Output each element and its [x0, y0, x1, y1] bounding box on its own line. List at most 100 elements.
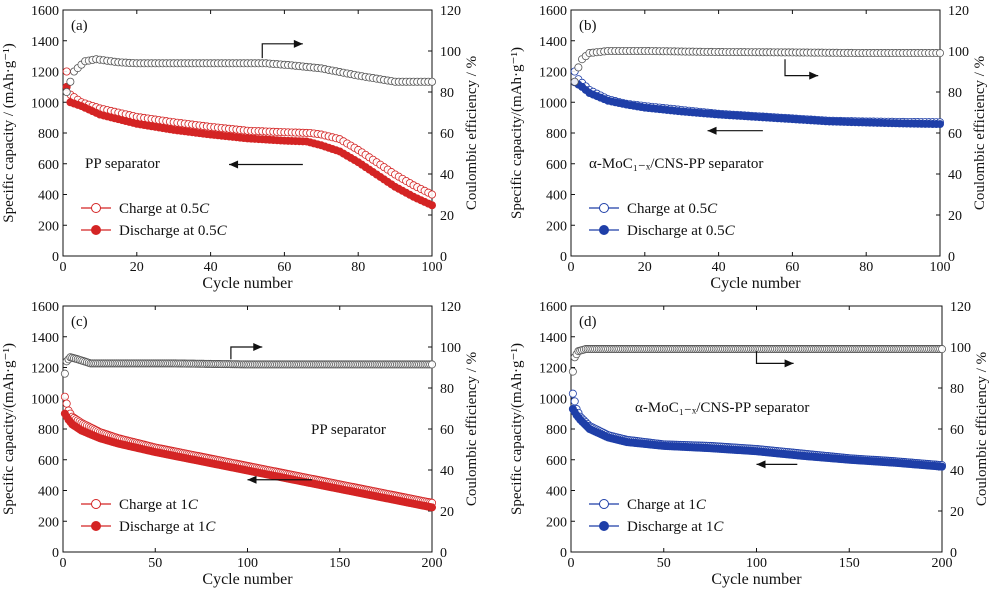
series-charge	[62, 67, 436, 199]
data-point	[427, 360, 436, 369]
x-tick-label: 0	[568, 260, 575, 275]
data-point	[936, 120, 945, 129]
x-tick-label: 200	[422, 556, 443, 571]
y2-tick-label: 120	[948, 4, 969, 19]
arrow-right	[261, 39, 303, 59]
y-tick-label: 800	[38, 423, 59, 438]
y2-tick-label: 0	[440, 546, 447, 561]
legend-marker	[599, 225, 609, 235]
x-tick-label: 0	[568, 556, 575, 571]
panel-label: (b)	[579, 18, 597, 34]
data-point	[938, 462, 947, 471]
y-tick-label: 0	[560, 250, 567, 265]
plot-frame	[570, 9, 941, 257]
x-tick-label: 60	[785, 260, 799, 275]
legend-label: Discharge at 1C	[119, 519, 216, 535]
x-tick-label: 80	[859, 260, 873, 275]
y2-tick-label: 0	[948, 250, 955, 265]
separator-annotation: α-MoC₁₋ₓ/CNS-PP separator	[589, 156, 763, 172]
legend-item-discharge: Discharge at 1C	[81, 519, 216, 535]
legend: Charge at 0.5C Discharge at 0.5C	[81, 201, 228, 239]
legend-label: Charge at 0.5C	[627, 201, 718, 217]
legend-item-discharge: Discharge at 1C	[589, 519, 724, 535]
y-tick-label: 600	[546, 454, 567, 469]
series-discharge	[570, 78, 945, 129]
series-coulombic-efficiency	[60, 353, 436, 378]
y2-tick-label: 120	[950, 300, 971, 315]
legend-marker	[91, 225, 101, 235]
y-tick-label: 0	[52, 546, 59, 561]
legend-label: Discharge at 0.5C	[627, 223, 736, 239]
y-tick-label: 400	[546, 485, 567, 500]
legend-marker	[91, 499, 101, 509]
data-point	[427, 77, 436, 86]
arrow-right	[755, 351, 794, 368]
y2-tick-label: 40	[948, 168, 962, 183]
y-tick-label: 1600	[31, 300, 59, 315]
series-discharge	[568, 405, 947, 471]
separator-annotation: PP separator	[311, 422, 386, 438]
y-tick-label: 1000	[31, 96, 59, 111]
arrow-left	[247, 475, 313, 484]
y2-axis-title: Coulombic efficiency / %	[464, 56, 480, 210]
x-tick-label: 20	[130, 260, 144, 275]
y-tick-label: 1600	[539, 4, 567, 19]
chart-panel-c: 0 50 100 150 2000200400600800100012001400160…	[1, 300, 480, 588]
chart-panel-a: 0 20 40 60 80 1000200400600800100012001400160…	[1, 4, 480, 292]
y2-tick-label: 60	[440, 423, 454, 438]
y2-axis-title: Coulombic efficiency / %	[464, 352, 480, 506]
series-coulombic-efficiency	[62, 55, 436, 97]
x-tick-label: 40	[712, 260, 726, 275]
plot-frame	[570, 305, 943, 553]
data-point	[938, 345, 947, 354]
data-point	[936, 49, 945, 58]
y-tick-label: 400	[38, 485, 59, 500]
series-coulombic-efficiency	[568, 345, 947, 376]
legend-label: Discharge at 0.5C	[119, 223, 228, 239]
y2-tick-label: 40	[440, 168, 454, 183]
x-tick-label: 200	[932, 556, 953, 571]
y2-tick-label: 60	[440, 127, 454, 142]
legend-item-discharge: Discharge at 0.5C	[589, 223, 736, 239]
y-tick-label: 1400	[31, 35, 59, 50]
y-tick-label: 600	[38, 454, 59, 469]
x-tick-label: 0	[60, 556, 67, 571]
y-tick-label: 600	[546, 158, 567, 173]
data-point	[574, 63, 583, 72]
legend-label: Charge at 1C	[119, 497, 199, 513]
x-tick-label: 40	[204, 260, 218, 275]
x-tick-label: 150	[329, 556, 350, 571]
x-tick-label: 20	[638, 260, 652, 275]
y2-tick-label: 40	[440, 464, 454, 479]
separator-annotation: PP separator	[85, 156, 160, 172]
y-tick-label: 400	[38, 189, 59, 204]
x-axis-title: Cycle number	[711, 571, 802, 588]
x-tick-label: 50	[148, 556, 162, 571]
legend-marker	[91, 521, 101, 531]
legend: Charge at 1C Discharge at 1C	[589, 497, 724, 535]
y2-tick-label: 100	[950, 341, 971, 356]
separator-annotation: α-MoC₁₋ₓ/CNS-PP separator	[635, 400, 809, 416]
series-charge	[60, 392, 436, 507]
x-tick-label: 0	[60, 260, 67, 275]
legend-item-charge: Charge at 0.5C	[81, 201, 210, 217]
y2-tick-label: 0	[950, 546, 957, 561]
chart-panel-d: 0 50 100 150 2000200400600800100012001400160…	[509, 300, 990, 588]
legend-label: Charge at 1C	[627, 497, 707, 513]
data-point	[570, 77, 579, 86]
y-tick-label: 1200	[539, 362, 567, 377]
y2-tick-label: 80	[948, 86, 962, 101]
y2-tick-label: 40	[950, 464, 964, 479]
y-tick-label: 0	[560, 546, 567, 561]
data-point	[60, 392, 69, 401]
y2-axis-title: Coulombic efficiency / %	[974, 352, 990, 506]
y-tick-label: 1200	[31, 66, 59, 81]
data-point	[427, 190, 436, 199]
y-tick-label: 1400	[539, 331, 567, 346]
y-tick-label: 200	[546, 219, 567, 234]
y-tick-label: 800	[546, 423, 567, 438]
x-tick-label: 100	[237, 556, 258, 571]
series-discharge	[60, 409, 436, 512]
data-point	[62, 67, 71, 76]
x-tick-label: 80	[351, 260, 365, 275]
